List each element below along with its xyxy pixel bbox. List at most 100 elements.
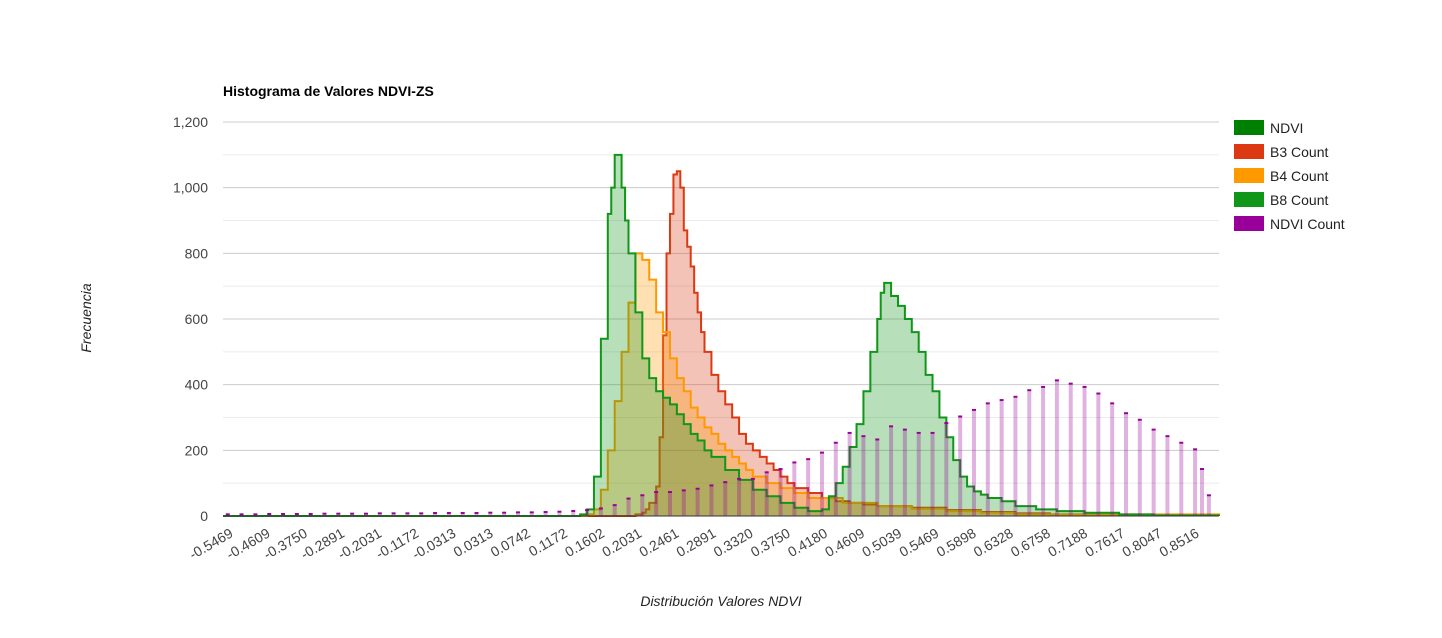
bar-cap-ndvi-count xyxy=(308,513,313,516)
bar-cap-ndvi-count xyxy=(1013,395,1018,398)
bar-cap-ndvi-count xyxy=(875,438,880,441)
bar-cap-ndvi-count xyxy=(474,512,479,515)
bar-ndvi-count xyxy=(750,479,755,516)
bar-cap-ndvi-count xyxy=(350,512,355,515)
bar-ndvi-count xyxy=(474,514,479,516)
legend-label-ndvi: NDVI xyxy=(1270,120,1303,136)
bar-ndvi-count xyxy=(363,514,368,516)
bar-ndvi-count xyxy=(695,489,700,516)
chart-title: Histograma de Valores NDVI-ZS xyxy=(223,83,434,99)
x-tick-label: 0.2461 xyxy=(636,525,681,560)
bar-cap-ndvi-count xyxy=(322,512,327,515)
bar-ndvi-count xyxy=(419,514,424,516)
y-tick-label: 0 xyxy=(200,508,208,524)
bar-ndvi-count xyxy=(792,463,797,516)
bar-cap-ndvi-count xyxy=(363,512,368,515)
bar-ndvi-count xyxy=(433,514,438,516)
bar-ndvi-count xyxy=(626,499,631,516)
bar-cap-ndvi-count xyxy=(405,512,410,515)
bar-cap-ndvi-count xyxy=(502,511,507,514)
bar-ndvi-count xyxy=(958,417,963,516)
bar-cap-ndvi-count xyxy=(419,512,424,515)
bar-cap-ndvi-count xyxy=(488,511,493,514)
bar-ndvi-count xyxy=(1027,391,1032,516)
bar-cap-ndvi-count xyxy=(737,477,742,480)
bar-cap-ndvi-count xyxy=(1068,382,1073,385)
bar-cap-ndvi-count xyxy=(1123,412,1128,415)
bar-cap-ndvi-count xyxy=(446,512,451,515)
line-b3-count xyxy=(223,170,1220,517)
bar-cap-ndvi-count xyxy=(723,481,728,484)
bar-ndvi-count xyxy=(806,460,811,516)
bar-cap-ndvi-count xyxy=(944,422,949,425)
bar-cap-ndvi-count xyxy=(377,512,382,515)
x-tick-label: 0.8047 xyxy=(1119,525,1164,560)
bar-cap-ndvi-count xyxy=(916,431,921,434)
legend-swatch-b4-count xyxy=(1234,168,1264,183)
bar-ndvi-count xyxy=(488,513,493,516)
bar-ndvi-count xyxy=(1165,437,1170,516)
bar-cap-ndvi-count xyxy=(833,441,838,444)
bar-ndvi-count xyxy=(1137,420,1142,516)
bar-ndvi-count xyxy=(1068,384,1073,516)
bar-ndvi-count xyxy=(902,430,907,516)
bar-ndvi-count xyxy=(557,512,562,516)
bar-ndvi-count xyxy=(930,433,935,516)
area-b3-count xyxy=(223,171,1219,516)
bar-ndvi-count xyxy=(985,404,990,516)
bar-ndvi-count xyxy=(391,514,396,516)
bar-ndvi-count xyxy=(875,440,880,516)
bar-cap-ndvi-count xyxy=(695,487,700,490)
bar-cap-ndvi-count xyxy=(1096,392,1101,395)
bar-ndvi-count xyxy=(778,470,783,516)
bar-ndvi-count xyxy=(667,493,672,516)
line-b8-count xyxy=(223,153,1220,517)
bar-ndvi-count xyxy=(764,473,769,516)
x-tick-label: 0.2031 xyxy=(599,525,644,560)
bar-cap-ndvi-count xyxy=(529,511,534,514)
bar-cap-ndvi-count xyxy=(294,513,299,516)
legend-label-b3-count: B3 Count xyxy=(1270,144,1328,160)
bar-cap-ndvi-count xyxy=(1206,494,1211,497)
bar-cap-ndvi-count xyxy=(225,513,230,516)
bar-ndvi-count xyxy=(1096,394,1101,516)
x-axis-ticks: -0.5469-0.4609-0.3750-0.2891-0.2031-0.11… xyxy=(186,525,1201,563)
bar-ndvi-count xyxy=(999,401,1004,516)
bar-ndvi-count xyxy=(1206,496,1211,516)
bar-ndvi-count xyxy=(861,437,866,516)
y-tick-label: 200 xyxy=(185,442,209,458)
bar-ndvi-count xyxy=(1013,397,1018,516)
bar-ndvi-count xyxy=(737,479,742,516)
bar-ndvi-count xyxy=(1110,404,1115,516)
bar-ndvi-count xyxy=(1151,430,1156,516)
bar-ndvi-count xyxy=(640,496,645,516)
x-tick-label: 0.7188 xyxy=(1045,525,1090,560)
bar-ndvi-count xyxy=(350,514,355,516)
bar-ndvi-count xyxy=(916,433,921,516)
bar-cap-ndvi-count xyxy=(1110,402,1115,405)
bar-ndvi-count xyxy=(377,514,382,516)
x-tick-label: 0.3750 xyxy=(748,525,793,560)
bar-cap-ndvi-count xyxy=(847,431,852,434)
x-tick-label: -0.0313 xyxy=(409,525,458,563)
x-tick-label: 0.3320 xyxy=(711,525,756,560)
x-tick-label: 0.5469 xyxy=(896,525,941,560)
bar-cap-ndvi-count xyxy=(433,512,438,515)
x-tick-label: 0.1172 xyxy=(526,525,570,560)
x-tick-label: 0.6758 xyxy=(1008,525,1053,560)
legend-swatch-ndvi-count xyxy=(1234,216,1264,231)
bar-ndvi-count xyxy=(1041,387,1046,516)
x-tick-label: 0.7617 xyxy=(1082,525,1127,560)
bar-ndvi-count xyxy=(336,514,341,516)
bar-ndvi-count xyxy=(723,483,728,516)
bar-ndvi-count xyxy=(502,513,507,516)
bar-ndvi-count xyxy=(833,443,838,516)
gridlines xyxy=(223,121,1219,517)
y-tick-label: 400 xyxy=(185,377,209,393)
series-layer xyxy=(223,153,1220,517)
x-tick-label: 0.5039 xyxy=(859,525,904,560)
x-tick-label: -0.2031 xyxy=(335,525,384,563)
bar-ndvi-count xyxy=(889,427,894,516)
series-ndvi-count xyxy=(225,379,1211,516)
